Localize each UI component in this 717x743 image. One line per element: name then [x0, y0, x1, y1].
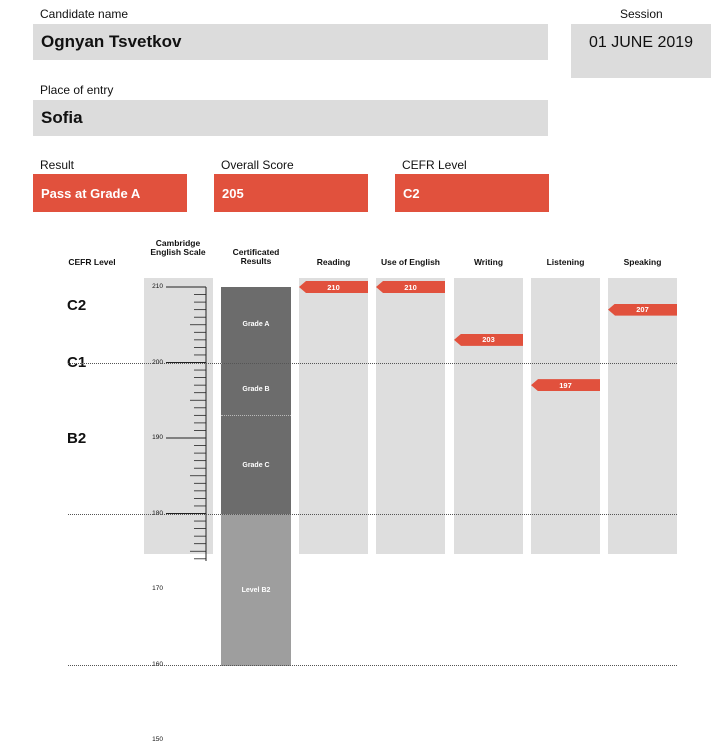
session-value: 01 JUNE 2019 — [588, 34, 694, 51]
level-b2-block: Level B2 — [221, 513, 291, 666]
grade-a-block: Grade A — [221, 287, 291, 363]
overall-score-value: 205 — [222, 185, 244, 201]
session-label: Session — [620, 7, 663, 21]
skill-header-reading: Reading — [316, 257, 351, 267]
cefr-level-header: CEFR Level — [68, 257, 116, 267]
place-of-entry-label: Place of entry — [40, 83, 114, 97]
candidate-name-label: Candidate name — [40, 7, 129, 21]
score-flag-listening: 197 — [531, 379, 600, 392]
skill-header-listening: Listening — [546, 257, 585, 267]
score-flag-writing: 203 — [454, 333, 523, 346]
reading-column — [299, 278, 368, 554]
skill-header-speaking: Speaking — [623, 257, 662, 267]
scale-label-210: 210 — [152, 283, 163, 290]
scale-label-190: 190 — [152, 434, 163, 441]
certificated-results-header: Certificated Results — [232, 247, 280, 266]
skill-header-writing: Writing — [473, 257, 504, 267]
cefr-band-b2: B2 — [67, 430, 87, 447]
place-of-entry-value: Sofia — [41, 108, 83, 127]
candidate-name-field: Ognyan Tsvetkov — [33, 24, 548, 60]
candidate-name-value: Ognyan Tsvetkov — [41, 32, 182, 51]
scale-label-200: 200 — [152, 358, 163, 366]
boundary-200 — [68, 362, 677, 364]
scale-column — [144, 278, 213, 554]
scale-label-180: 180 — [152, 509, 163, 517]
scale-header: Cambridge English Scale — [150, 238, 206, 257]
cefr-level-value: C2 — [403, 185, 420, 201]
grade-b-block: Grade B — [221, 362, 291, 417]
place-of-entry-field: Sofia — [33, 100, 548, 136]
use-of-english-column — [376, 278, 445, 554]
boundary-160 — [68, 664, 677, 666]
score-flag-speaking: 207 — [608, 303, 677, 316]
result-label: Result — [40, 158, 75, 172]
scale-label-170: 170 — [152, 585, 163, 592]
boundary-180 — [68, 513, 677, 515]
grade-c-block: Grade C — [221, 415, 291, 515]
score-flag-use-of-english: 210 — [376, 281, 445, 293]
score-flag-reading: 210 — [299, 281, 368, 293]
skill-header-use-of-english: Use of English — [380, 257, 441, 267]
result-value: Pass at Grade A — [41, 185, 141, 201]
speaking-column — [608, 278, 677, 554]
cefr-band-c2: C2 — [67, 297, 87, 314]
cefr-level-field: C2 — [395, 174, 549, 212]
writing-column — [454, 278, 523, 554]
cefr-level-label: CEFR Level — [402, 158, 467, 172]
result-field: Pass at Grade A — [33, 174, 187, 212]
overall-score-field: 205 — [214, 174, 368, 212]
overall-score-label: Overall Score — [221, 158, 294, 172]
listening-column — [531, 278, 600, 554]
session-field: 01 JUNE 2019 — [571, 24, 711, 78]
scale-label-150: 150 — [152, 736, 163, 743]
